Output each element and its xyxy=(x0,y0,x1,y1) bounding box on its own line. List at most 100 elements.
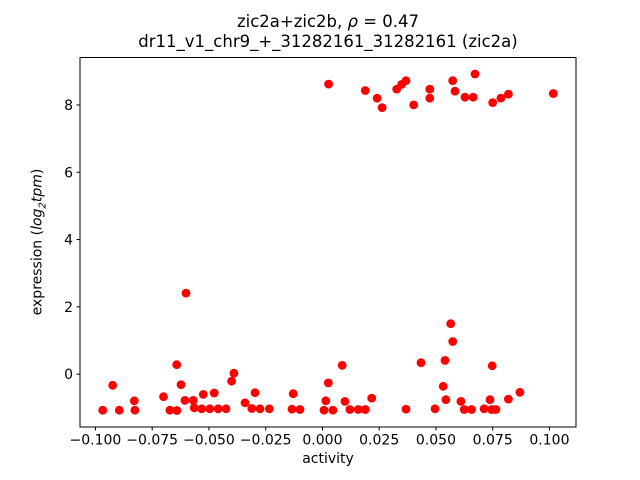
data-point xyxy=(401,404,411,414)
data-point xyxy=(425,93,435,103)
x-tick-label: −0.050 xyxy=(183,433,235,449)
rho-symbol: ρ xyxy=(347,12,358,31)
data-point xyxy=(328,405,338,415)
y-label-subscript: 2 xyxy=(37,202,49,209)
data-point xyxy=(209,388,219,398)
data-point xyxy=(360,405,370,414)
data-point xyxy=(479,404,489,414)
data-point xyxy=(548,89,558,98)
data-point xyxy=(108,380,118,390)
data-point xyxy=(205,404,215,414)
data-point xyxy=(114,405,124,415)
data-point xyxy=(460,92,470,102)
data-point xyxy=(515,387,525,397)
data-point xyxy=(321,396,331,406)
data-point xyxy=(441,395,451,405)
y-label-suffix: ) xyxy=(29,168,46,175)
data-point xyxy=(288,389,298,399)
data-point xyxy=(377,103,387,112)
data-point xyxy=(337,361,347,370)
y-label-log: log xyxy=(29,208,46,230)
data-point xyxy=(430,404,440,414)
data-point xyxy=(188,396,198,405)
y-tick-label: 6 xyxy=(64,165,73,181)
x-tick-label: −0.075 xyxy=(126,433,178,449)
data-point xyxy=(446,319,456,329)
chart-title: zic2a+zic2b, ρ = 0.47 dr11_v1_chr9_+_312… xyxy=(80,12,576,51)
data-point xyxy=(197,404,207,414)
data-point xyxy=(491,405,501,414)
y-label-tpm: tpm xyxy=(29,174,46,203)
data-point xyxy=(425,84,435,94)
data-point xyxy=(450,86,460,96)
data-point xyxy=(459,405,469,414)
y-axis-label: expression (log2tpm) xyxy=(30,169,49,316)
data-point xyxy=(319,405,329,415)
data-point xyxy=(98,405,108,415)
data-point xyxy=(250,388,260,398)
data-point xyxy=(221,404,231,414)
data-point xyxy=(470,69,480,79)
data-point xyxy=(360,86,370,95)
data-point xyxy=(129,396,139,406)
x-tick-label: 0.050 xyxy=(416,433,456,449)
x-tick-label: 0.000 xyxy=(302,433,342,449)
x-tick-label: −0.100 xyxy=(70,433,122,449)
data-point xyxy=(323,378,333,388)
data-point xyxy=(159,392,168,402)
data-point xyxy=(416,358,426,368)
data-point xyxy=(229,368,239,378)
data-point xyxy=(180,396,190,405)
data-point xyxy=(504,89,513,99)
y-label-prefix: expression ( xyxy=(29,229,46,316)
x-tick-label: 0.075 xyxy=(473,433,513,449)
y-tick-label: 0 xyxy=(64,367,73,383)
y-tick-label: 2 xyxy=(64,300,73,316)
data-point xyxy=(227,376,237,386)
y-tick-label: 4 xyxy=(64,233,73,249)
chart-title-line1: zic2a+zic2b, ρ = 0.47 xyxy=(80,12,576,32)
data-point xyxy=(448,76,458,86)
data-point xyxy=(488,98,498,107)
data-point xyxy=(485,395,495,405)
data-point xyxy=(287,404,297,414)
title-correlation-value: = 0.47 xyxy=(357,12,420,31)
data-point xyxy=(487,361,497,371)
data-point xyxy=(247,404,257,413)
title-text: zic2a+zic2b, xyxy=(236,12,348,31)
x-axis-label: activity xyxy=(302,451,354,467)
data-point xyxy=(401,76,411,86)
data-point xyxy=(255,404,265,414)
data-point xyxy=(340,397,350,406)
data-point xyxy=(172,360,182,370)
data-point xyxy=(264,404,274,414)
x-tick-label: −0.025 xyxy=(240,433,292,449)
data-point xyxy=(372,93,382,103)
chart-title-line2: dr11_v1_chr9_+_31282161_31282161 (zic2a) xyxy=(138,31,518,51)
data-point xyxy=(240,398,250,408)
data-point xyxy=(440,356,450,365)
data-point xyxy=(353,405,363,414)
data-point xyxy=(448,337,458,346)
data-point xyxy=(438,381,448,391)
plot-frame xyxy=(79,57,577,428)
data-point xyxy=(198,390,208,399)
data-point xyxy=(367,393,377,403)
data-point xyxy=(213,404,223,414)
y-tick-label: 8 xyxy=(64,98,73,114)
data-point xyxy=(409,100,419,110)
data-point xyxy=(130,405,140,415)
x-tick-label: 0.025 xyxy=(359,433,399,449)
data-point xyxy=(295,405,305,414)
data-point xyxy=(176,380,186,389)
data-point xyxy=(345,405,355,414)
data-point xyxy=(467,405,476,414)
data-point xyxy=(456,397,466,406)
x-tick-label: 0.100 xyxy=(529,433,569,449)
data-point xyxy=(172,406,182,415)
data-point xyxy=(504,394,513,404)
data-point xyxy=(165,405,175,415)
data-point xyxy=(181,288,191,298)
